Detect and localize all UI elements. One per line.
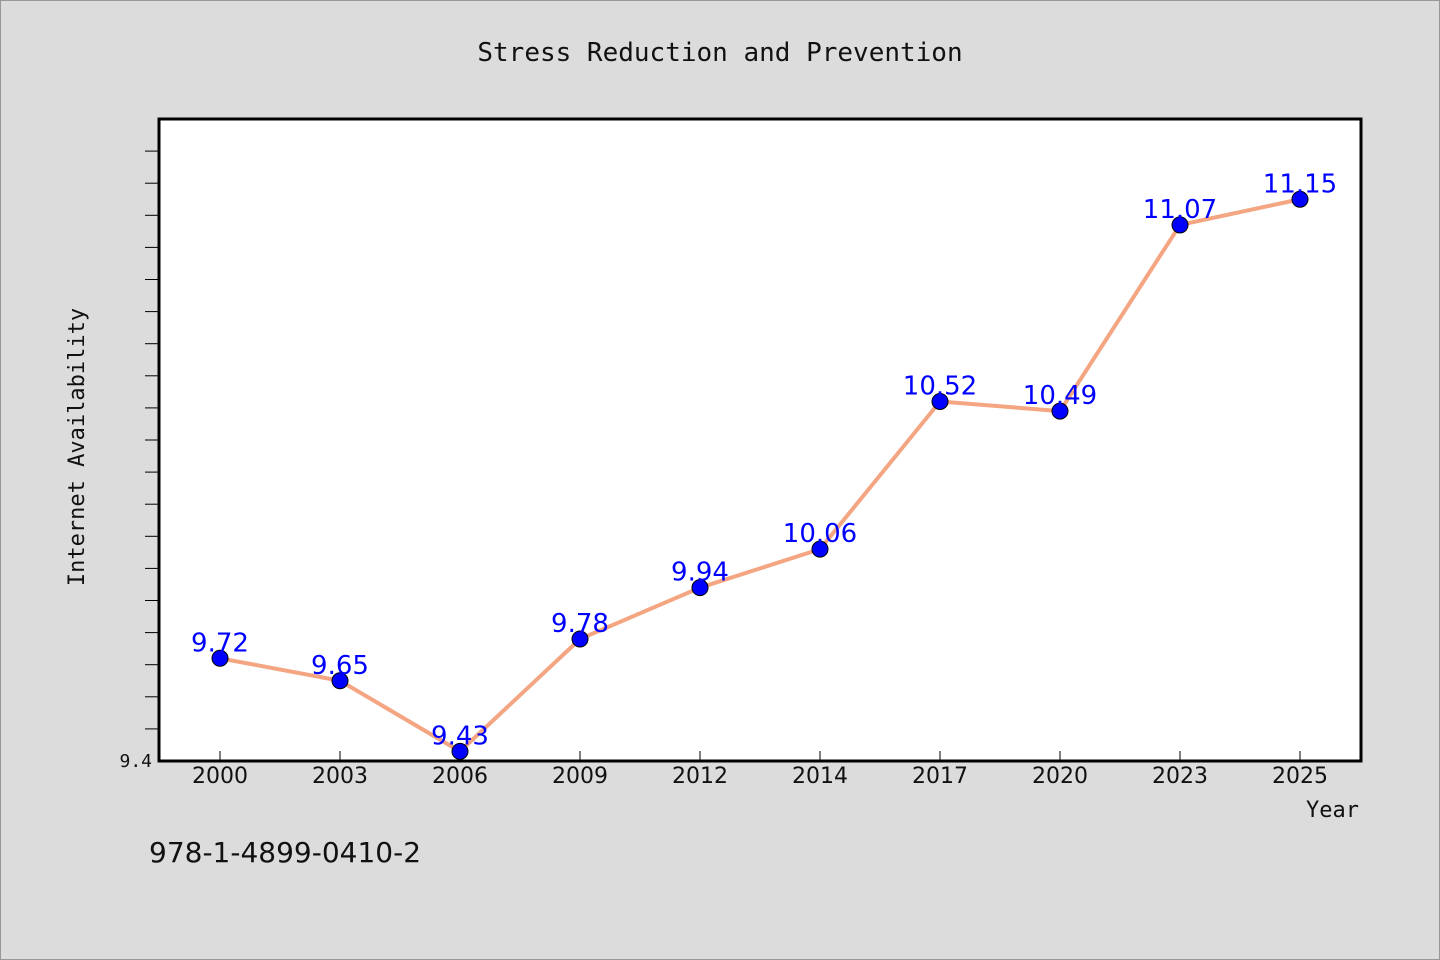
series-line [219, 197, 1301, 754]
data-point [1051, 402, 1069, 420]
x-axis-ticks: 2000 2003 2006 2009 2012 2014 2017 2020 2023 2025 [192, 751, 1328, 789]
data-label: 10.06 [783, 519, 857, 549]
series-group: 9.72 9.65 9.43 9.78 9.94 10.06 10.52 10.49 11.07… [191, 169, 1337, 760]
data-point [331, 672, 349, 690]
data-label: 10.49 [1023, 381, 1097, 411]
data-label: 11.07 [1143, 195, 1217, 225]
x-tick-label: 2003 [312, 764, 368, 789]
chart-title: Stress Reduction and Prevention [477, 38, 962, 68]
data-point [691, 579, 709, 597]
footer-code: 978-1-4899-0410-2 [149, 836, 421, 869]
data-label: 9.94 [671, 558, 729, 588]
y-axis-label: Internet Availability [65, 308, 90, 586]
x-tick-label: 2006 [432, 764, 488, 789]
data-point [811, 540, 829, 558]
data-label: 11.15 [1263, 169, 1337, 199]
data-point [1171, 216, 1189, 234]
x-tick-label: 2020 [1032, 764, 1088, 789]
x-tick-label: 2023 [1152, 764, 1208, 789]
data-label: 10.52 [903, 371, 977, 401]
data-point [1291, 190, 1309, 208]
y-axis-ticks: 9.4 [119, 150, 159, 772]
data-point [211, 649, 229, 667]
x-tick-label: 2012 [672, 764, 728, 789]
x-tick-label: 2000 [192, 764, 248, 789]
x-tick-label: 2014 [792, 764, 848, 789]
data-label: 9.65 [311, 651, 369, 681]
data-label: 9.43 [431, 721, 489, 751]
data-label: 9.72 [191, 628, 249, 658]
data-label: 9.78 [551, 609, 609, 639]
y-tick-label: 9.4 [119, 751, 152, 772]
data-point [571, 630, 589, 648]
x-tick-label: 2025 [1272, 764, 1328, 789]
plot-area [157, 117, 1363, 763]
x-axis-label: Year [1306, 798, 1359, 823]
data-point [451, 742, 469, 760]
data-point [931, 392, 949, 410]
x-tick-label: 2017 [912, 764, 968, 789]
x-tick-label: 2009 [552, 764, 608, 789]
